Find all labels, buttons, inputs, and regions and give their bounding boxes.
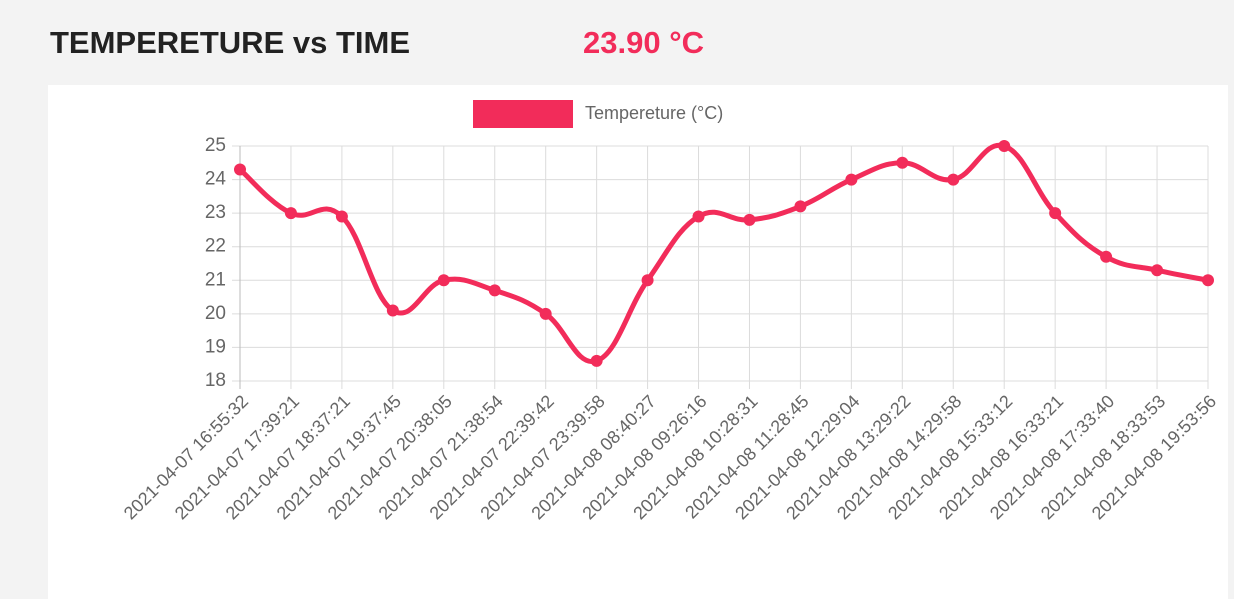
point (692, 210, 705, 223)
point (1151, 264, 1164, 277)
point (743, 213, 756, 226)
point (284, 207, 297, 220)
legend-label: Tempereture (°C) (585, 103, 723, 123)
point (1100, 250, 1113, 263)
point (1049, 207, 1062, 220)
y-tick-label: 22 (205, 236, 226, 257)
point (1202, 274, 1214, 287)
point (896, 156, 909, 169)
point (590, 354, 603, 367)
y-tick-label: 21 (205, 269, 226, 290)
point (641, 274, 654, 287)
point (794, 200, 807, 213)
point (539, 307, 552, 320)
point (437, 274, 450, 287)
point (947, 173, 960, 186)
y-tick-label: 25 (205, 135, 226, 156)
y-tick-label: 19 (205, 336, 226, 357)
point (998, 140, 1011, 152)
y-tick-label: 23 (205, 202, 226, 223)
point (335, 210, 348, 223)
page-title: TEMPERETURE vs TIME (50, 25, 410, 60)
point (234, 163, 246, 176)
y-tick-label: 20 (205, 303, 226, 324)
point (488, 284, 501, 297)
y-tick-label: 18 (205, 370, 226, 391)
current-value: 23.90 °C (583, 25, 704, 60)
point (386, 304, 399, 317)
point (845, 173, 858, 186)
legend-swatch (473, 100, 573, 128)
y-tick-label: 24 (205, 169, 227, 190)
